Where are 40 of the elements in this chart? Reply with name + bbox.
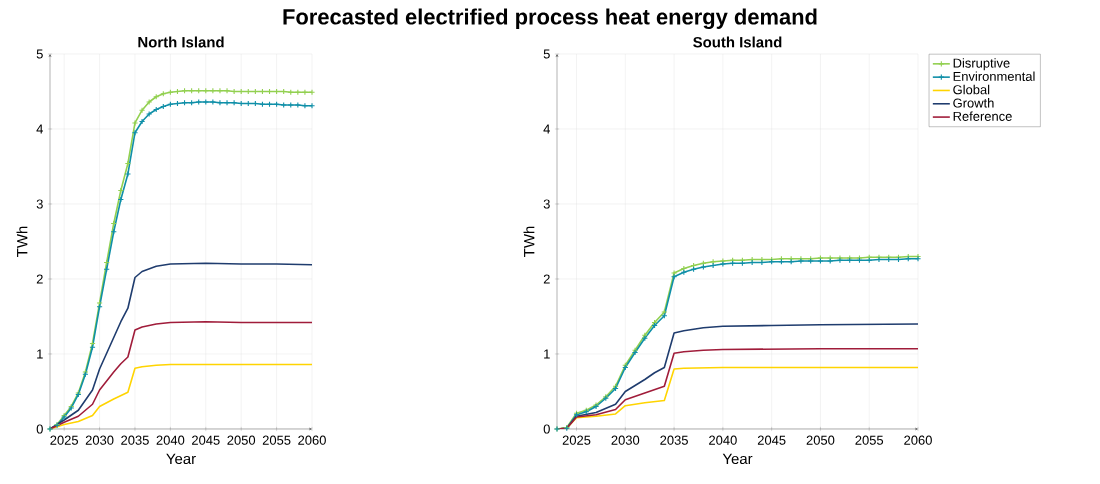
legend-label: Reference xyxy=(953,111,1012,121)
y-tick-label: 3 xyxy=(543,199,550,209)
x-tick-label: 2035 xyxy=(660,435,688,445)
x-tick-label: 2045 xyxy=(757,435,786,445)
y-tick-label: 0 xyxy=(543,424,550,434)
x-tick-label: 2050 xyxy=(227,435,256,445)
y-tick-label: 1 xyxy=(37,349,43,359)
legend-label: Growth xyxy=(953,98,994,108)
legend-label: Disruptive xyxy=(953,58,1010,71)
x-tick-label: 2035 xyxy=(121,435,149,445)
x-tick-label: 2055 xyxy=(855,435,884,445)
y-tick-label: 4 xyxy=(543,124,550,134)
x-tick-label: 2060 xyxy=(904,435,932,445)
y-tick-label: 4 xyxy=(36,124,43,134)
text: Forecasted electrified process heat energy demand xyxy=(283,8,817,30)
x-tick-label: 2030 xyxy=(611,435,640,445)
x-tick-label: 2025 xyxy=(562,435,591,445)
x-tick-label: 2030 xyxy=(85,435,114,445)
x-tick-label: 2060 xyxy=(298,435,326,445)
y-tick-label: 5 xyxy=(36,49,43,59)
y-tick-label: 1 xyxy=(544,349,550,359)
x-tick-label: 2050 xyxy=(806,435,835,445)
y-axis-title: TWh xyxy=(523,226,535,257)
x-tick-label: 2025 xyxy=(50,435,79,445)
chart-subtitle: South Island xyxy=(693,36,782,48)
x-tick-label: 2040 xyxy=(709,435,737,445)
y-tick-label: 3 xyxy=(36,199,43,209)
x-tick-label: 2045 xyxy=(192,435,220,445)
legend-label: Global xyxy=(953,84,990,95)
legend-label: Environmental xyxy=(953,71,1035,81)
y-tick-label: 5 xyxy=(543,49,550,59)
x-axis-title: Year xyxy=(166,453,196,465)
x-tick-label: 2040 xyxy=(156,435,185,445)
y-tick-label: 0 xyxy=(36,424,43,434)
x-axis-title: Year xyxy=(722,453,753,465)
y-axis-title: TWh xyxy=(16,226,28,257)
x-tick-label: 2055 xyxy=(262,435,291,445)
y-tick-label: 2 xyxy=(36,274,43,284)
chart-subtitle: North Island xyxy=(138,36,224,48)
y-tick-label: 2 xyxy=(543,274,550,284)
